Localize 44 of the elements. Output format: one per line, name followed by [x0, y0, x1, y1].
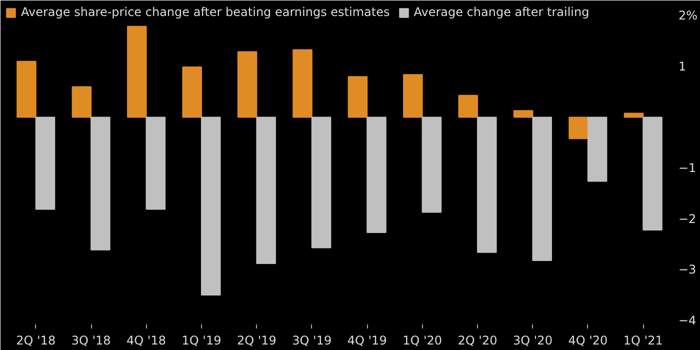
- x-tick-label: 3Q '19: [292, 334, 332, 348]
- bar: [513, 110, 534, 118]
- bar: [624, 112, 644, 118]
- bar: [422, 116, 442, 213]
- bar: [458, 94, 478, 118]
- bar: [477, 116, 497, 253]
- bar: [16, 60, 36, 118]
- x-tick-label: 4Q '20: [568, 334, 608, 348]
- bar: [256, 116, 276, 264]
- x-tick-label: 2Q '18: [16, 334, 56, 348]
- bar: [366, 116, 386, 234]
- bar: [127, 26, 147, 118]
- bar: [348, 76, 368, 118]
- bar: [532, 116, 552, 261]
- y-tick-label: 1: [678, 59, 686, 74]
- bar: [587, 116, 608, 182]
- legend-label: Average change after trailing: [414, 5, 590, 19]
- bar: [292, 49, 312, 118]
- y-tick-label: −1: [678, 161, 696, 176]
- y-tick-label: −4: [678, 313, 696, 328]
- bar: [182, 66, 202, 118]
- bar: [35, 116, 56, 210]
- x-tick-label: 2Q '20: [458, 334, 498, 348]
- bar: [568, 116, 588, 140]
- x-tick-label: 1Q '19: [182, 334, 222, 348]
- x-tick-label: 3Q '20: [512, 334, 552, 348]
- x-tick-label: 4Q '18: [126, 334, 166, 348]
- x-tick-label: 1Q '21: [623, 334, 663, 348]
- bar: [403, 74, 423, 118]
- bar: [72, 86, 92, 118]
- legend-label: Average share-price change after beating earnings estimates: [21, 5, 390, 19]
- bar: [90, 116, 110, 250]
- y-tick-label: −2: [678, 212, 696, 226]
- x-tick-label: 1Q '20: [402, 334, 442, 348]
- bar: [311, 116, 332, 248]
- bar: [642, 116, 662, 231]
- y-tick-label: −3: [678, 262, 696, 277]
- x-tick-label: 2Q '19: [236, 334, 276, 348]
- x-tick-label: 3Q '18: [71, 334, 111, 348]
- bar: [237, 51, 258, 118]
- x-tick-label: 4Q '19: [347, 334, 387, 348]
- bar: [200, 116, 221, 296]
- bar: [146, 116, 166, 210]
- y-tick-label: 2%: [678, 8, 698, 23]
